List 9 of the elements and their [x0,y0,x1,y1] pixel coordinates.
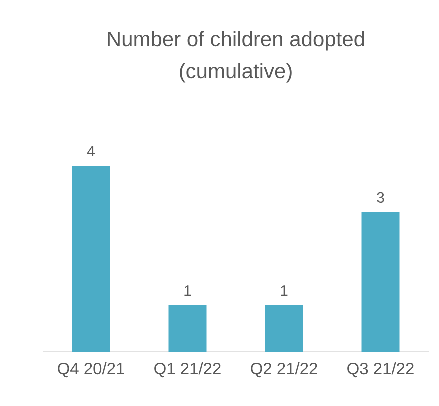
x-tick-label: Q2 21/22 [251,362,318,378]
x-tick-label: Q3 21/22 [348,362,414,378]
chart-title: Number of children adopted (cumulative) [108,31,364,83]
data-label: 3 [377,192,384,203]
x-tick-label: Q4 20/21 [58,362,124,378]
data-label: 1 [184,286,192,296]
data-label: 4 [87,146,95,156]
data-label: 1 [281,286,288,296]
x-tick-label: Q1 21/22 [154,362,221,378]
